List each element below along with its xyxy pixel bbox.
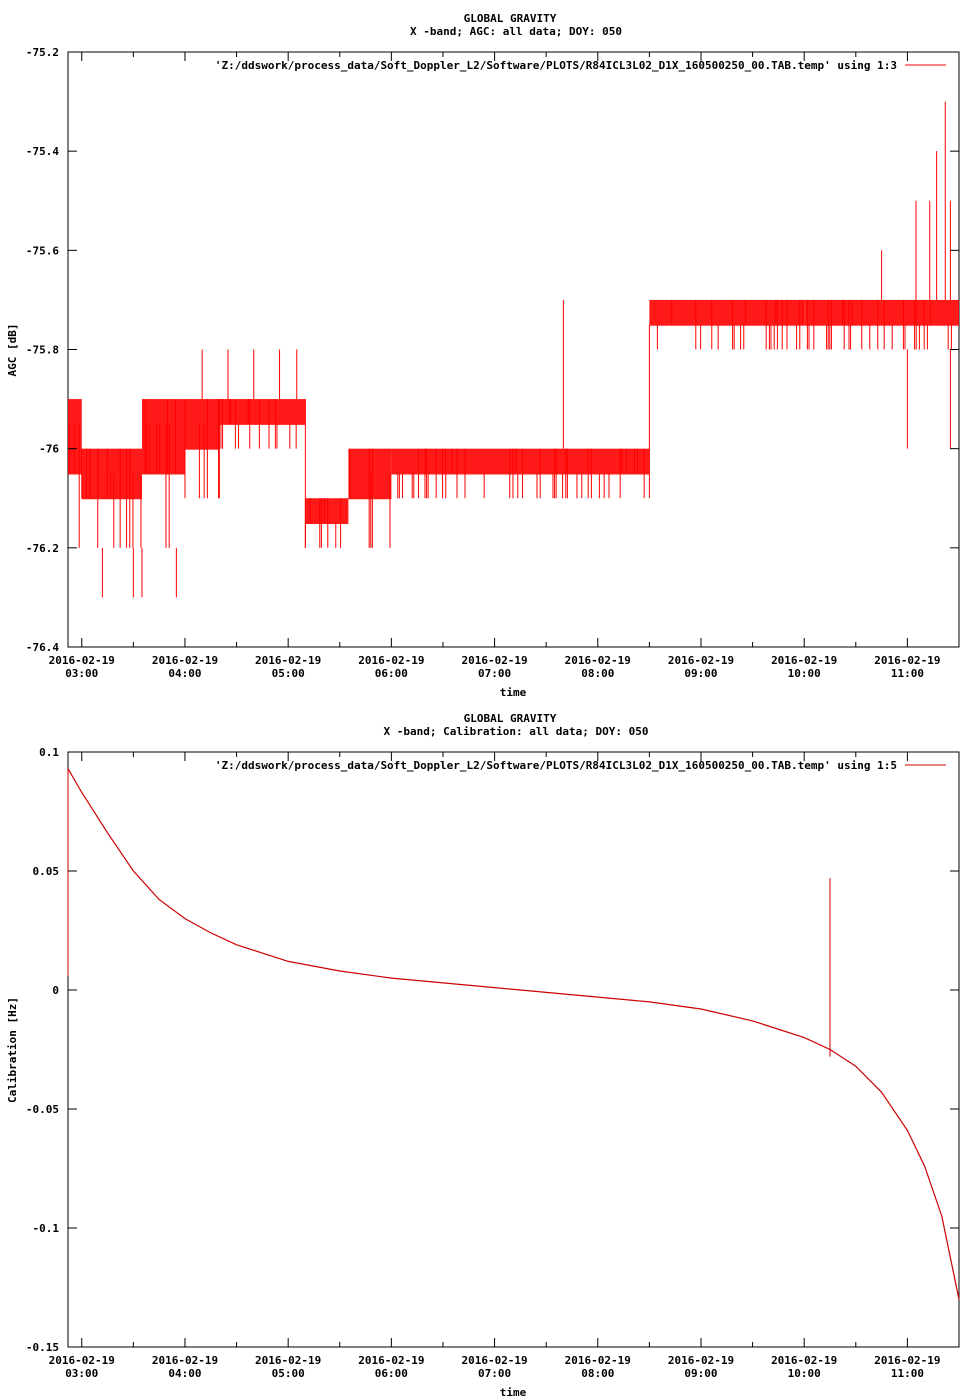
y-tick-label: -0.1 bbox=[33, 1222, 60, 1235]
x-axis-label: time bbox=[500, 1386, 527, 1399]
legend-label: 'Z:/ddswork/process_data/Soft_Doppler_L2… bbox=[215, 59, 897, 72]
x-tick-labels: 2016-02-1903:002016-02-1904:002016-02-19… bbox=[49, 1354, 941, 1380]
y-tick-label: -0.15 bbox=[26, 1341, 59, 1354]
y-tick-label: 0 bbox=[52, 984, 59, 997]
x-tick-label-time: 09:00 bbox=[684, 1367, 717, 1380]
calibration-series bbox=[67, 768, 960, 1300]
y-tick-label: 0.05 bbox=[33, 865, 60, 878]
x-tick-label-date: 2016-02-19 bbox=[565, 1354, 631, 1367]
x-tick-label-time: 11:00 bbox=[891, 1367, 924, 1380]
x-tick-label-date: 2016-02-19 bbox=[461, 1354, 527, 1367]
x-tick-label-date: 2016-02-19 bbox=[358, 1354, 424, 1367]
x-tick-label-time: 05:00 bbox=[272, 667, 305, 680]
x-tick-label-date: 2016-02-19 bbox=[461, 654, 527, 667]
x-tick-label-date: 2016-02-19 bbox=[255, 654, 321, 667]
x-tick-label-time: 04:00 bbox=[168, 1367, 201, 1380]
x-tick-label-date: 2016-02-19 bbox=[771, 654, 837, 667]
x-tick-label-time: 03:00 bbox=[65, 1367, 98, 1380]
agc-band bbox=[391, 448, 650, 475]
agc-band bbox=[219, 399, 306, 425]
y-tick-label: -76 bbox=[39, 443, 59, 456]
agc-band bbox=[81, 448, 142, 500]
calibration-chart: GLOBAL GRAVITY X -band; Calibration: all… bbox=[6, 712, 960, 1399]
x-tick-label-time: 08:00 bbox=[581, 667, 614, 680]
x-tick-label-date: 2016-02-19 bbox=[49, 654, 115, 667]
agc-series bbox=[68, 101, 959, 598]
x-tick-label-date: 2016-02-19 bbox=[358, 654, 424, 667]
agc-chart: GLOBAL GRAVITY X -band; AGC: all data; D… bbox=[6, 12, 960, 699]
y-tick-label: -0.05 bbox=[26, 1103, 59, 1116]
agc-band bbox=[305, 498, 349, 525]
x-tick-label-time: 03:00 bbox=[65, 667, 98, 680]
x-tick-label-time: 05:00 bbox=[272, 1367, 305, 1380]
x-tick-label-date: 2016-02-19 bbox=[874, 1354, 940, 1367]
agc-band bbox=[804, 299, 959, 326]
y-tick-label: -75.4 bbox=[26, 145, 59, 158]
y-tick-label: -75.8 bbox=[26, 344, 59, 357]
agc-band bbox=[184, 399, 220, 450]
axis-ticks bbox=[68, 751, 959, 1348]
x-tick-label-date: 2016-02-19 bbox=[152, 1354, 218, 1367]
y-axis-label: Calibration [Hz] bbox=[6, 997, 19, 1103]
agc-band bbox=[649, 299, 805, 326]
x-tick-label-time: 10:00 bbox=[788, 1367, 821, 1380]
x-tick-label-date: 2016-02-19 bbox=[255, 1354, 321, 1367]
chart-subtitle: X -band; AGC: all data; DOY: 050 bbox=[410, 25, 622, 38]
x-tick-labels: 2016-02-1903:002016-02-1904:002016-02-19… bbox=[49, 654, 941, 680]
x-tick-label-time: 11:00 bbox=[891, 667, 924, 680]
y-tick-labels: -75.2 -75.4 -75.6 -75.8 -76 -76.2 -76.4 bbox=[26, 46, 59, 654]
agc-band bbox=[348, 448, 392, 500]
x-tick-label-date: 2016-02-19 bbox=[874, 654, 940, 667]
y-axis-label: AGC [dB] bbox=[6, 324, 19, 377]
y-tick-labels: 0.1 0.05 0 -0.05 -0.1 -0.15 bbox=[26, 746, 59, 1354]
chart-title: GLOBAL GRAVITY bbox=[464, 712, 557, 725]
x-tick-label-date: 2016-02-19 bbox=[152, 654, 218, 667]
plot-frame bbox=[67, 751, 960, 1348]
x-tick-label-date: 2016-02-19 bbox=[565, 654, 631, 667]
y-tick-label: -75.2 bbox=[26, 46, 59, 59]
x-tick-label-time: 08:00 bbox=[581, 1367, 614, 1380]
x-tick-label-date: 2016-02-19 bbox=[771, 1354, 837, 1367]
x-tick-label-date: 2016-02-19 bbox=[49, 1354, 115, 1367]
x-axis-label: time bbox=[500, 686, 527, 699]
calibration-line bbox=[67, 768, 960, 1300]
y-tick-label: -76.4 bbox=[26, 641, 59, 654]
x-tick-label-time: 06:00 bbox=[375, 1367, 408, 1380]
chart-subtitle: X -band; Calibration: all data; DOY: 050 bbox=[384, 725, 649, 738]
chart-title: GLOBAL GRAVITY bbox=[464, 12, 557, 25]
legend-label: 'Z:/ddswork/process_data/Soft_Doppler_L2… bbox=[215, 759, 897, 772]
x-tick-label-time: 04:00 bbox=[168, 667, 201, 680]
x-tick-label-date: 2016-02-19 bbox=[668, 1354, 734, 1367]
x-tick-label-time: 06:00 bbox=[375, 667, 408, 680]
x-tick-label-time: 07:00 bbox=[478, 1367, 511, 1380]
x-tick-label-time: 09:00 bbox=[684, 667, 717, 680]
x-tick-label-time: 10:00 bbox=[788, 667, 821, 680]
y-tick-label: -75.6 bbox=[26, 244, 59, 257]
x-tick-label-date: 2016-02-19 bbox=[668, 654, 734, 667]
y-tick-label: -76.2 bbox=[26, 542, 59, 555]
agc-band bbox=[141, 399, 185, 475]
plot-frame bbox=[67, 51, 960, 648]
x-tick-label-time: 07:00 bbox=[478, 667, 511, 680]
y-tick-label: 0.1 bbox=[39, 746, 59, 759]
axis-ticks bbox=[68, 51, 959, 648]
